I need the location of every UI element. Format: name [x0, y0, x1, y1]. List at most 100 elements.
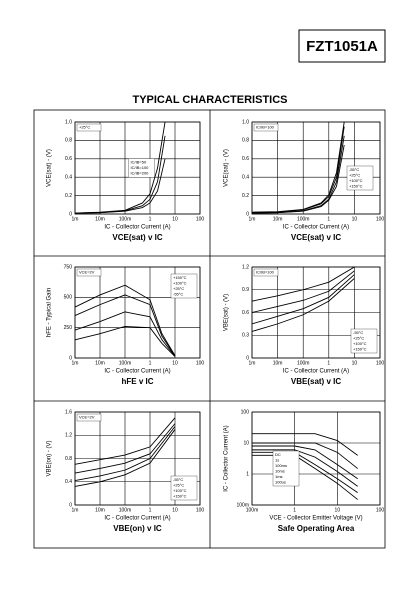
series-line — [74, 135, 166, 214]
x-tick-label: 1 — [149, 360, 152, 366]
y-tick-label: 0.2 — [65, 193, 72, 199]
y-tick-label: 500 — [64, 295, 73, 301]
legend-entry: +150°C — [349, 183, 363, 188]
legend-entry: -55°C — [349, 167, 359, 172]
legend-entry: -55°C — [173, 291, 183, 296]
chart-caption: VCE(sat) v IC — [291, 233, 341, 242]
panel-frame — [33, 109, 386, 549]
y-axis-label: hFE - Typical Gain — [47, 288, 53, 337]
legend-entry: +150°C — [173, 275, 187, 280]
series-line — [251, 144, 345, 214]
series-line — [251, 121, 345, 213]
legend-entry: +25°C — [353, 335, 364, 340]
y-tick-label: 10 — [243, 440, 249, 446]
annotation-box — [76, 123, 102, 132]
y-axis-label: VBE(sat) - (V) — [224, 294, 230, 331]
series-line — [251, 135, 345, 214]
series-line — [252, 454, 358, 500]
series-line — [74, 417, 176, 465]
y-tick-label: 0.4 — [65, 175, 72, 181]
y-tick-label: 1.2 — [242, 264, 249, 270]
x-tick-label: 10 — [172, 216, 178, 222]
legend-entry: IC/IB=200 — [131, 171, 150, 176]
x-axis-label: IC - Collector Current (A) — [283, 225, 349, 231]
x-tick-label: 100m — [119, 360, 132, 366]
y-tick-label: 750 — [64, 264, 73, 270]
legend-entry: +25°C — [173, 482, 184, 487]
legend-entry: 1s — [275, 457, 279, 462]
y-tick-label: 0.3 — [242, 333, 249, 339]
y-axis-label: VCE(sat) - (V) — [224, 149, 230, 187]
y-tick-label: 0 — [69, 502, 72, 508]
annotation-box — [253, 268, 279, 277]
x-tick-label: 1 — [293, 507, 296, 513]
y-axis-label: IC - Collector Current (A) — [224, 425, 230, 491]
annotation: IC/IB=100 — [256, 270, 275, 275]
legend-entry: DC — [275, 452, 281, 457]
y-tick-label: 0 — [69, 355, 72, 361]
x-tick-label: 100 — [376, 360, 385, 366]
x-tick-label: 10m — [273, 216, 283, 222]
legend-box — [272, 450, 300, 487]
series-line — [251, 278, 355, 332]
annotation: IC/IB=100 — [256, 125, 275, 130]
series-line — [74, 325, 176, 357]
legend-entry: IC/IB=50 — [131, 160, 147, 165]
legend-entry: +150°C — [353, 346, 367, 351]
y-tick-label: 0.6 — [65, 156, 72, 162]
chart-caption: Safe Operating Area — [278, 524, 355, 533]
series-line — [74, 429, 176, 487]
legend-entry: +100°C — [173, 280, 187, 285]
part-number: FZT1051A — [306, 38, 378, 55]
x-tick-label: 100 — [196, 507, 205, 513]
x-tick-label: 10 — [352, 360, 358, 366]
series-line — [74, 426, 176, 482]
y-tick-label: 0.2 — [242, 193, 249, 199]
legend-entry: +100°C — [173, 488, 187, 493]
x-tick-label: 1m — [72, 216, 79, 222]
x-tick-label: 100 — [376, 216, 385, 222]
x-tick-label: 1 — [149, 507, 152, 513]
y-axis-label: VCE(sat) - (V) — [47, 149, 53, 187]
y-tick-label: 0 — [246, 355, 249, 361]
x-tick-label: 100m — [119, 507, 132, 513]
x-tick-label: 10m — [95, 507, 105, 513]
legend-entry: +25°C — [349, 172, 360, 177]
x-tick-label: 1m — [72, 360, 79, 366]
y-axis-label: VBE(on) - (V) — [47, 440, 53, 476]
series-line — [251, 266, 355, 302]
legend-box — [346, 165, 374, 191]
x-axis-label: IC - Collector Current (A) — [104, 225, 170, 231]
legend-entry: +100°C — [353, 341, 367, 346]
x-tick-label: 1 — [149, 216, 152, 222]
plot-area — [251, 411, 381, 506]
x-tick-label: 100m — [119, 216, 132, 222]
legend-entry: IC/IB=100 — [131, 165, 150, 170]
page-title: TYPICAL CHARACTERISTICS — [132, 94, 287, 106]
x-tick-label: 1m — [249, 360, 256, 366]
series-line — [74, 294, 176, 357]
chart-caption: VBE(sat) v IC — [291, 377, 341, 386]
x-tick-label: 100 — [376, 507, 385, 513]
x-tick-label: 10 — [352, 216, 358, 222]
annotation-box — [76, 268, 102, 277]
legend-entry: -55°C — [353, 330, 363, 335]
legend-box — [170, 475, 198, 501]
legend-entry: 1ms — [275, 474, 283, 479]
chart-caption: hFE v IC — [121, 377, 153, 386]
annotation-box — [253, 123, 279, 132]
x-tick-label: 1m — [72, 507, 79, 513]
series-line — [74, 121, 166, 214]
y-tick-label: 1.6 — [65, 409, 72, 415]
x-axis-label: IC - Collector Current (A) — [283, 369, 349, 375]
part-box — [298, 29, 386, 63]
y-tick-label: 0.6 — [242, 156, 249, 162]
series-line — [251, 126, 345, 214]
y-tick-label: 1.0 — [242, 119, 249, 125]
x-tick-label: 10m — [95, 216, 105, 222]
x-tick-label: 10m — [273, 360, 283, 366]
y-tick-label: 250 — [64, 325, 73, 331]
legend-entry: 100ms — [275, 463, 287, 468]
y-tick-label: 0.6 — [242, 310, 249, 316]
